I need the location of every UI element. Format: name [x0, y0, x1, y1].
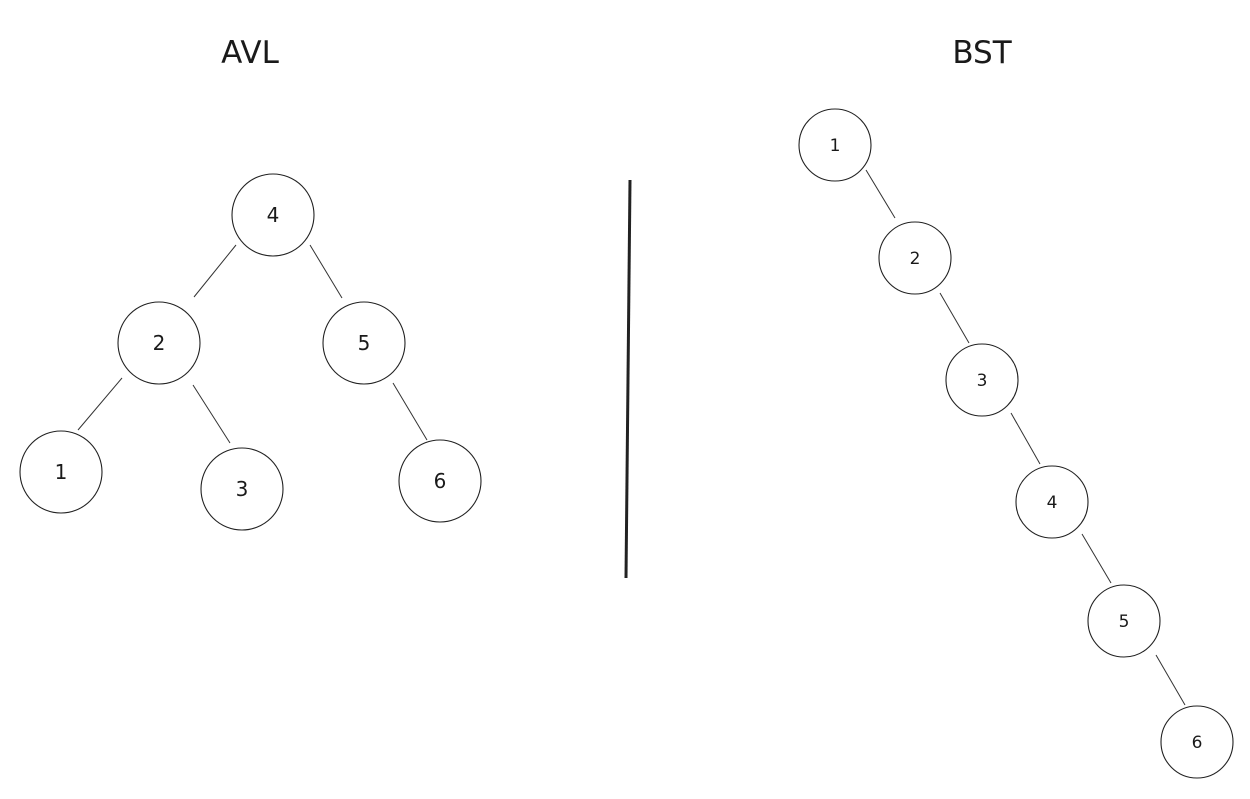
bst-node-label: 4: [1047, 493, 1058, 513]
avl-node: 6: [398, 439, 482, 523]
bst-edge-4-5: [1081, 533, 1112, 584]
bst-edge-2-3: [939, 292, 970, 344]
avl-node: 3: [200, 447, 284, 531]
bst-node-label: 1: [830, 136, 841, 156]
bst-node: 1: [798, 108, 872, 182]
bst-node: 3: [945, 343, 1019, 417]
bst-node: 4: [1015, 465, 1089, 539]
bst-node-label: 6: [1192, 733, 1203, 753]
avl-edge-4-2: [193, 244, 237, 298]
avl-node-label: 3: [236, 477, 249, 501]
bst-node: 5: [1087, 584, 1161, 658]
avl-tree: 4 2 5 1 3 6: [19, 173, 482, 531]
avl-title: AVL: [221, 35, 279, 71]
bst-node: 6: [1160, 705, 1234, 779]
bst-node-label: 2: [910, 249, 921, 269]
bst-edge-3-4: [1010, 412, 1041, 465]
avl-edge-2-1: [77, 377, 123, 431]
avl-edge-5-6: [392, 382, 428, 441]
bst-edge-1-2: [865, 169, 896, 219]
bst-tree: 1 2 3 4 5 6: [798, 108, 1234, 779]
avl-node: 5: [322, 301, 406, 385]
avl-node: 4: [231, 173, 315, 257]
bst-node-label: 5: [1119, 612, 1130, 632]
avl-node-label: 1: [55, 460, 68, 484]
avl-edge-2-3: [192, 384, 231, 444]
bst-node: 2: [878, 221, 952, 295]
bst-title: BST: [952, 35, 1012, 71]
avl-node-label: 5: [358, 331, 371, 355]
bst-edge-5-6: [1155, 654, 1186, 706]
bst-node-label: 3: [977, 371, 988, 391]
avl-node-label: 6: [434, 469, 447, 493]
divider-line: [624, 179, 632, 579]
avl-node-label: 2: [153, 331, 166, 355]
avl-node-label: 4: [267, 203, 280, 227]
avl-node: 1: [19, 430, 103, 514]
avl-edge-4-5: [309, 244, 343, 299]
avl-node: 2: [117, 301, 201, 385]
